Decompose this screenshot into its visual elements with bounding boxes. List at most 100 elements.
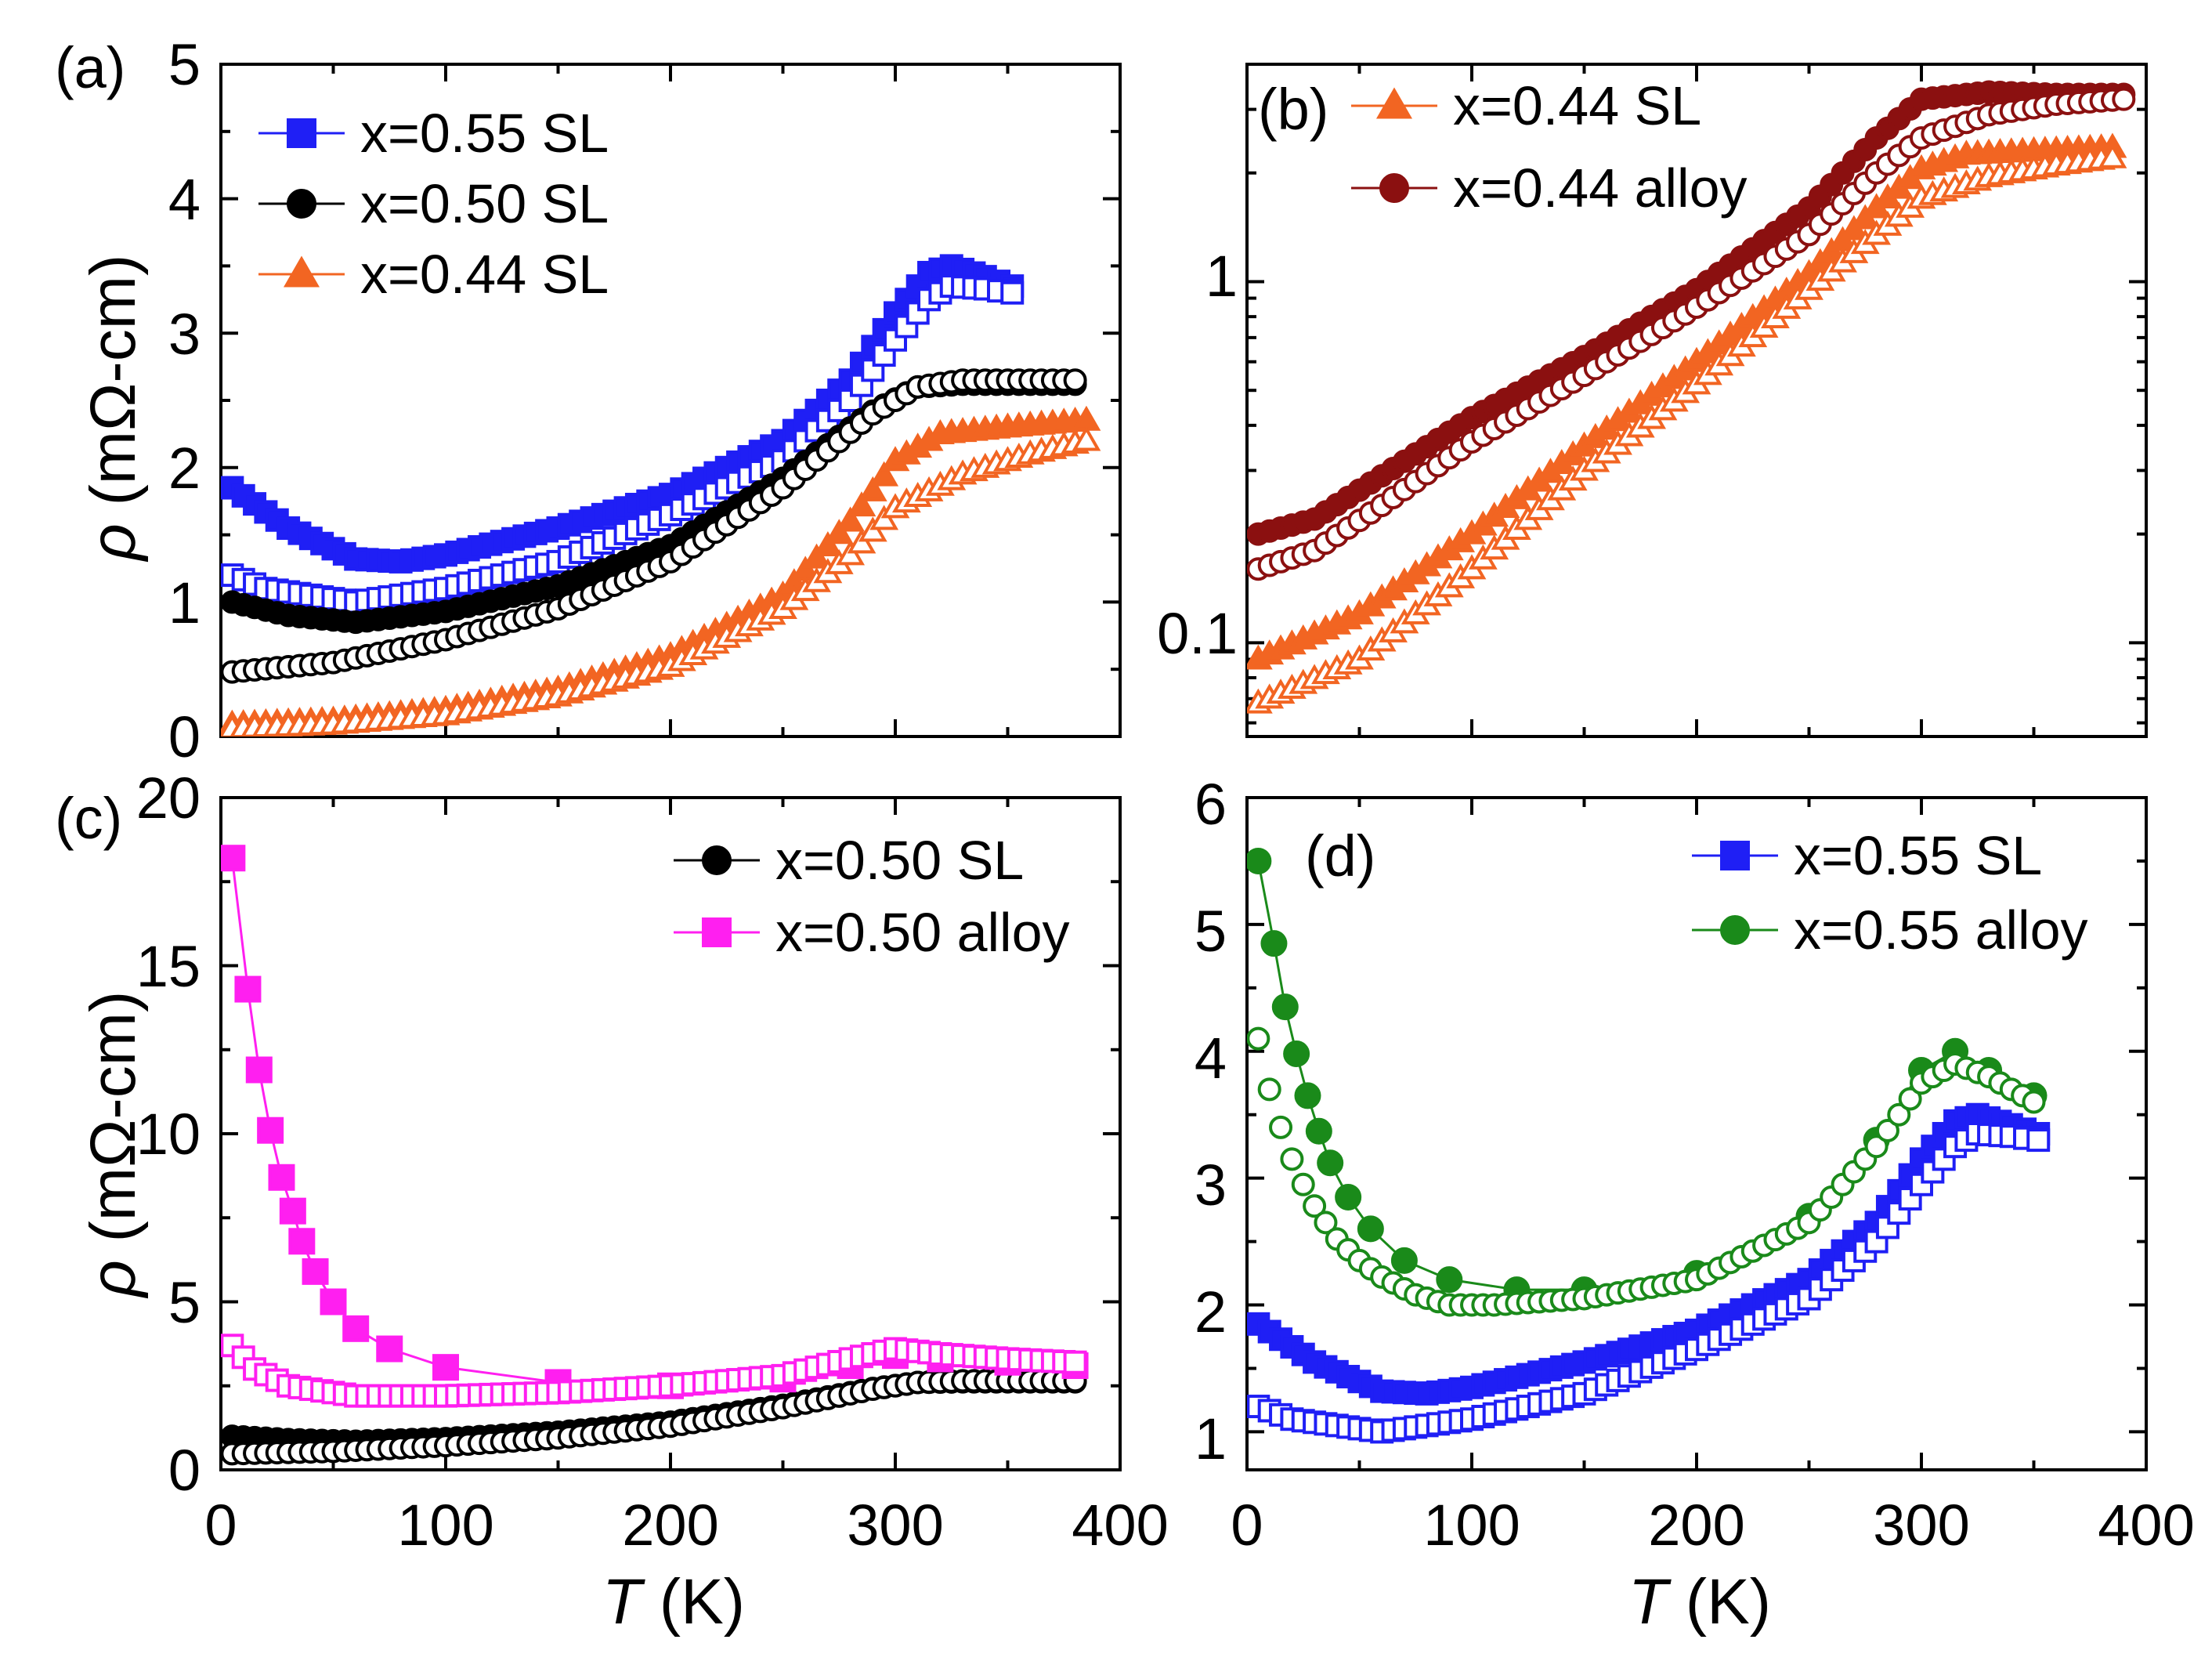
panel-d-legend: x=0.55 SL x=0.55 alloy bbox=[1692, 825, 2088, 961]
panel-d-xtick-label: 400 bbox=[2098, 1493, 2194, 1558]
panel-a-legend: x=0.55 SL x=0.50 SL x=0.44 SL bbox=[258, 103, 609, 305]
data-point bbox=[1303, 1194, 1327, 1218]
panel-a-data bbox=[221, 254, 1101, 736]
series-x-0.50-alloy-open- bbox=[221, 1334, 1087, 1408]
panel-b-legend: x=0.44 SL x=0.44 alloy bbox=[1351, 75, 1748, 219]
data-point bbox=[1314, 1211, 1338, 1235]
data-point bbox=[858, 476, 887, 501]
data-point bbox=[1291, 1172, 1315, 1196]
panel-a-label: (a) bbox=[55, 35, 125, 100]
data-point bbox=[288, 1228, 316, 1255]
panel-c-ytick-label: 0 bbox=[168, 1438, 201, 1503]
panel-d-ytick-label: 3 bbox=[1195, 1153, 1227, 1218]
data-point bbox=[1072, 425, 1101, 451]
legend-label: x=0.44 alloy bbox=[1453, 157, 1748, 219]
panel-d: (d) 1 2 3 4 5 6 0 100 200 300 400 T (K) … bbox=[1195, 772, 2195, 1638]
data-point bbox=[1000, 280, 1025, 305]
legend-label: x=0.44 SL bbox=[360, 244, 609, 305]
data-point bbox=[1335, 1183, 1362, 1211]
data-point bbox=[869, 461, 899, 487]
series-x-0.44-alloy-open- bbox=[1247, 87, 2136, 581]
legend-marker bbox=[1379, 173, 1409, 203]
data-point bbox=[245, 1056, 273, 1084]
data-point bbox=[2026, 1128, 2051, 1153]
data-point bbox=[1357, 1215, 1384, 1243]
series-x-0.50-alloy bbox=[221, 845, 1089, 1399]
legend-marker bbox=[1720, 841, 1750, 870]
series-x-0.55-alloy-open- bbox=[1247, 1026, 2046, 1317]
data-point bbox=[2022, 1090, 2046, 1114]
series-x-0.44-sl-open- bbox=[221, 425, 1101, 736]
data-point bbox=[1317, 1149, 1344, 1177]
panel-a-frame bbox=[219, 63, 1122, 738]
data-point bbox=[234, 975, 262, 1003]
data-point bbox=[836, 506, 866, 532]
panel-b: (b) 0.1 1 x=0.44 SL x=0.44 alloy bbox=[1157, 63, 2148, 738]
data-point bbox=[1864, 1135, 1889, 1159]
data-point bbox=[302, 1258, 329, 1285]
data-point bbox=[320, 1288, 347, 1316]
legend-label: x=0.50 SL bbox=[775, 830, 1024, 891]
data-point bbox=[221, 845, 246, 872]
data-point bbox=[257, 1116, 284, 1144]
data-point bbox=[268, 1164, 295, 1191]
panel-c-ytick-label: 10 bbox=[136, 1102, 201, 1167]
panel-d-data bbox=[1247, 847, 2051, 1444]
panel-c-ylabel: ρ (mΩ-cm) bbox=[78, 991, 149, 1299]
panel-d-ytick-label: 6 bbox=[1195, 772, 1227, 837]
panel-c-xtick-label: 300 bbox=[847, 1493, 943, 1558]
legend-label: x=0.55 SL bbox=[360, 103, 609, 164]
data-point bbox=[869, 505, 899, 530]
panel-c-ytick-label: 5 bbox=[168, 1270, 201, 1335]
panel-a-ytick-label: 0 bbox=[168, 704, 201, 769]
data-point bbox=[1436, 1266, 1463, 1294]
panel-a-ticks bbox=[219, 63, 1122, 738]
legend-marker bbox=[287, 189, 316, 219]
data-point bbox=[376, 1335, 403, 1363]
data-point bbox=[1063, 368, 1087, 393]
panel-d-xtick-label: 200 bbox=[1648, 1493, 1744, 1558]
panel-d-xtick-label: 300 bbox=[1873, 1493, 1969, 1558]
panel-c-xlabel: T (K) bbox=[602, 1566, 745, 1638]
panel-b-ytick-label: 0.1 bbox=[1157, 601, 1238, 666]
panel-a-ytick-label: 4 bbox=[168, 167, 201, 232]
panel-a: (a) 0 1 2 3 4 5 ρ (mΩ-cm) x=0.55 SLx=0.5… bbox=[55, 32, 1122, 769]
panel-c-ytick-label: 20 bbox=[136, 765, 201, 831]
panel-b-ytick-label: 1 bbox=[1205, 244, 1238, 309]
data-point bbox=[1294, 1082, 1321, 1109]
data-point bbox=[1269, 1115, 1293, 1139]
data-point bbox=[1280, 1147, 1304, 1171]
data-point bbox=[432, 1354, 459, 1381]
data-point bbox=[836, 540, 866, 566]
data-point bbox=[279, 1197, 306, 1225]
data-point bbox=[847, 491, 876, 517]
data-point bbox=[1887, 1102, 1911, 1127]
panel-c-xtick-label: 100 bbox=[397, 1493, 493, 1558]
data-point bbox=[824, 519, 854, 545]
panel-c-label: (c) bbox=[55, 786, 122, 851]
legend-marker bbox=[1720, 915, 1750, 945]
legend-marker bbox=[1375, 87, 1413, 119]
panel-d-ytick-label: 2 bbox=[1195, 1279, 1227, 1344]
data-point bbox=[1390, 1247, 1418, 1274]
data-point bbox=[858, 516, 887, 542]
panel-c-ytick-label: 15 bbox=[136, 934, 201, 999]
panel-d-ytick-label: 4 bbox=[1195, 1026, 1227, 1091]
data-point bbox=[1063, 1350, 1087, 1374]
data-point bbox=[1283, 1040, 1310, 1068]
panel-a-ylabel: ρ (mΩ-cm) bbox=[78, 255, 149, 563]
series-x-0.55-sl-open- bbox=[1247, 1122, 2051, 1444]
legend-label: x=0.55 alloy bbox=[1794, 899, 2088, 961]
data-point bbox=[1247, 1026, 1270, 1051]
panel-d-ytick-label: 1 bbox=[1195, 1406, 1227, 1471]
panel-c-xtick-label: 400 bbox=[1072, 1493, 1168, 1558]
panel-a-ytick-label: 5 bbox=[168, 32, 201, 97]
data-point bbox=[2112, 87, 2136, 111]
panel-b-label: (b) bbox=[1258, 77, 1328, 142]
panel-c-legend: x=0.50 SL x=0.50 alloy bbox=[674, 830, 1070, 963]
panel-a-ytick-label: 1 bbox=[168, 570, 201, 635]
legend-marker bbox=[287, 118, 316, 148]
legend-label: x=0.50 SL bbox=[360, 173, 609, 234]
panel-a-ytick-label: 3 bbox=[168, 302, 201, 367]
